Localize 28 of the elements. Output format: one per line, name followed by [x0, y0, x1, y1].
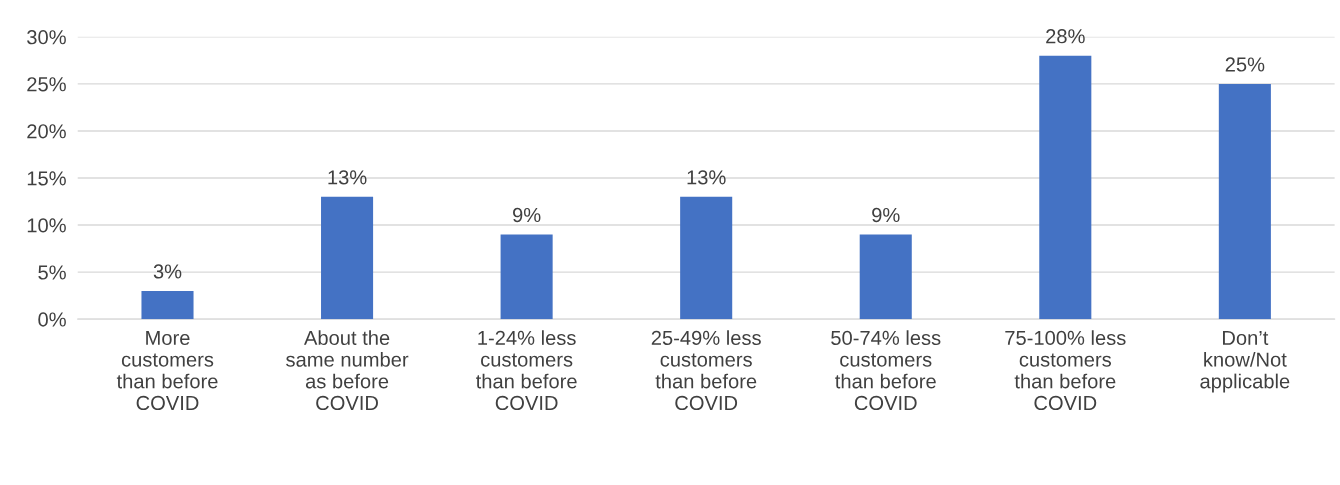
y-tick-label: 25%: [27, 77, 66, 92]
bar: [1039, 55, 1092, 320]
bar: [141, 290, 194, 320]
data-label: 28%: [1046, 29, 1085, 44]
bar: [1218, 83, 1271, 320]
y-tick-label: 20%: [27, 124, 66, 139]
data-label: 3%: [153, 264, 182, 279]
y-tick-label: 15%: [27, 171, 66, 186]
data-label: 13%: [687, 170, 726, 185]
bar: [680, 196, 733, 320]
x-tick-label: 1-24% less customers than before COVID: [475, 330, 577, 411]
bar: [859, 234, 912, 320]
y-tick-label: 30%: [27, 30, 66, 45]
data-label: 9%: [513, 207, 541, 223]
x-tick-label: Don’t know/Not applicable: [1200, 330, 1290, 393]
data-label: 25%: [1225, 57, 1265, 72]
bar: [500, 234, 553, 320]
y-tick-label: 10%: [27, 218, 66, 233]
x-tick-label: 25-49% less customers than before COVID: [651, 330, 761, 411]
x-tick-label: About the same number as before COVID: [286, 330, 409, 411]
data-label: 13%: [328, 170, 367, 185]
x-tick-label: 50-74% less customers than before COVID: [831, 330, 941, 411]
bar: [321, 196, 374, 320]
y-tick-label: 0%: [38, 312, 66, 327]
y-tick-label: 5%: [38, 265, 66, 280]
data-label: 9%: [872, 207, 900, 223]
x-tick-label: 75-100% less customers than before COVID: [1005, 330, 1126, 411]
x-tick-label: More customers than before COVID: [116, 330, 218, 411]
